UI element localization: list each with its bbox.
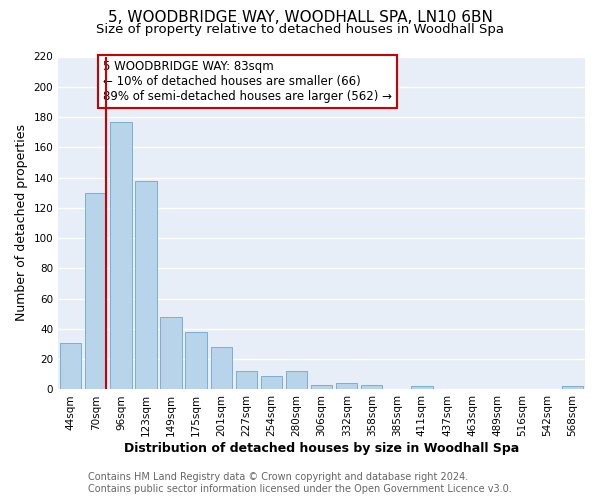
Bar bbox=[336, 384, 358, 390]
Bar bbox=[185, 332, 207, 390]
X-axis label: Distribution of detached houses by size in Woodhall Spa: Distribution of detached houses by size … bbox=[124, 442, 519, 455]
Bar bbox=[562, 386, 583, 390]
Bar bbox=[311, 385, 332, 390]
Text: Contains HM Land Registry data © Crown copyright and database right 2024.
Contai: Contains HM Land Registry data © Crown c… bbox=[88, 472, 512, 494]
Bar bbox=[361, 385, 382, 390]
Bar bbox=[85, 192, 106, 390]
Text: 5 WOODBRIDGE WAY: 83sqm
← 10% of detached houses are smaller (66)
89% of semi-de: 5 WOODBRIDGE WAY: 83sqm ← 10% of detache… bbox=[103, 60, 392, 103]
Text: 5, WOODBRIDGE WAY, WOODHALL SPA, LN10 6BN: 5, WOODBRIDGE WAY, WOODHALL SPA, LN10 6B… bbox=[107, 10, 493, 25]
Bar bbox=[286, 372, 307, 390]
Y-axis label: Number of detached properties: Number of detached properties bbox=[15, 124, 28, 322]
Bar bbox=[261, 376, 282, 390]
Bar bbox=[110, 122, 131, 390]
Bar bbox=[136, 180, 157, 390]
Text: Size of property relative to detached houses in Woodhall Spa: Size of property relative to detached ho… bbox=[96, 22, 504, 36]
Bar bbox=[60, 342, 82, 390]
Bar bbox=[211, 347, 232, 390]
Bar bbox=[411, 386, 433, 390]
Bar bbox=[236, 372, 257, 390]
Bar bbox=[160, 317, 182, 390]
